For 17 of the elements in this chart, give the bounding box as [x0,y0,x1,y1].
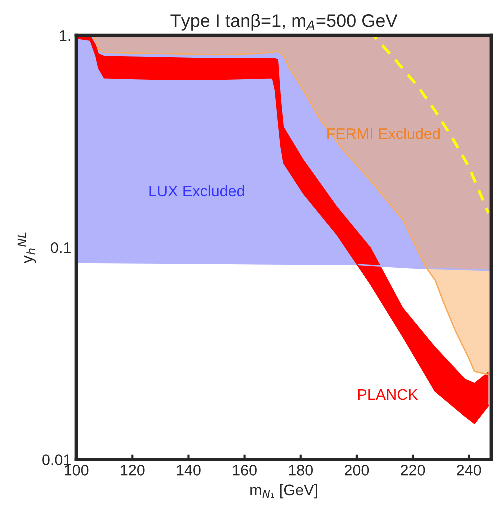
x-axis-title: m$_{N₁}$ [GeV] [250,484,318,499]
annotation: LUX Excluded [150,185,244,197]
y-tick-label: 1. [60,30,70,42]
x-tick-label: 140 [177,465,201,476]
y-tick-label: 0.01 [42,454,71,466]
x-tick-label: 240 [457,465,482,476]
x-tick-label: 120 [121,465,145,476]
x-tick-label: 160 [233,465,257,476]
x-tick-label: 220 [401,465,426,476]
annotation: PLANCK [358,389,418,400]
x-tick-label: 180 [289,465,314,476]
line-series [372,36,490,215]
x-tick-label: 200 [344,465,370,476]
x-tick-label: 100 [64,465,89,476]
y-tick-label: 0.1 [51,242,71,254]
chart-title: Type I tanβ=1, m$_{A}$=500 GeV [170,14,398,31]
y-axis-title: y$_{h}$$^{NL}$ [18,232,36,264]
